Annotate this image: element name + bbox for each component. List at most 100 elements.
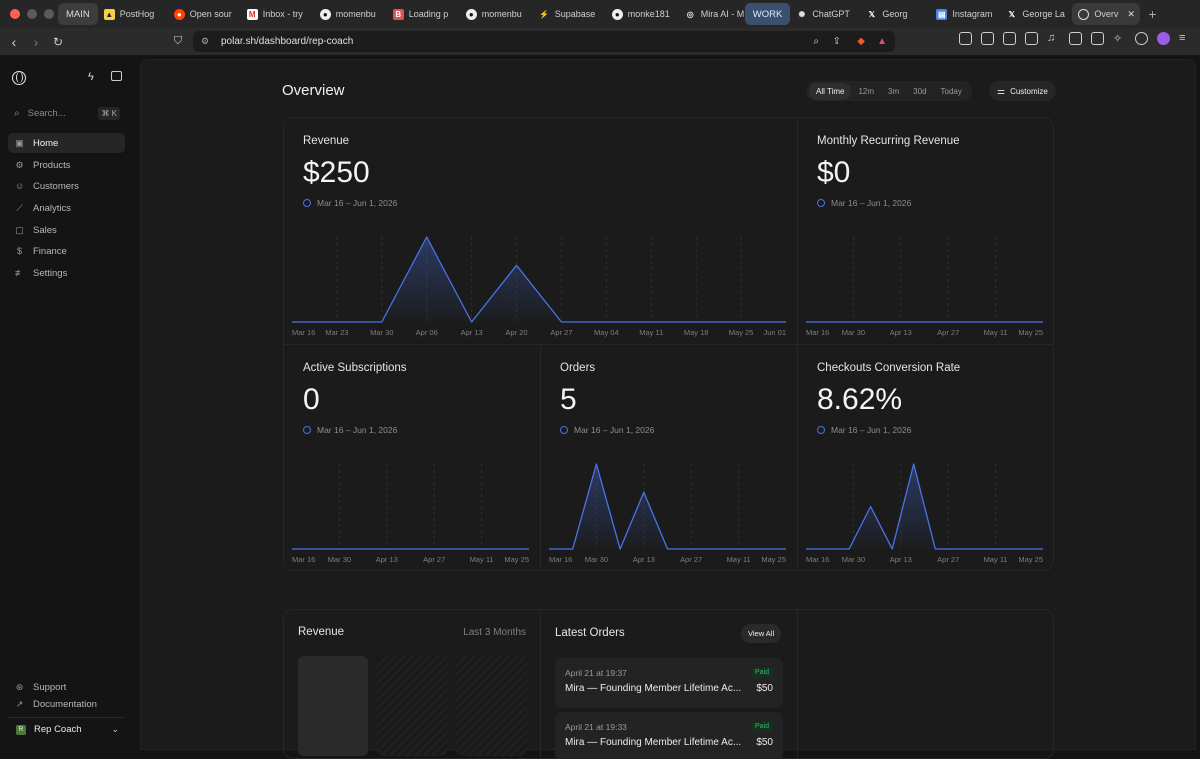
order-price: $50 (756, 737, 773, 748)
sidebar-toggle-icon[interactable] (1069, 32, 1082, 45)
card-value: 0 (303, 383, 320, 416)
org-avatar: R (16, 724, 26, 735)
org-switcher[interactable]: R Rep Coach ⌄ (8, 717, 125, 741)
chatgpt-icon: ✺ (798, 9, 806, 19)
close-tab-icon[interactable]: ✕ (1127, 8, 1135, 19)
sidebar-item-customers[interactable]: ☺ Customers (8, 176, 125, 196)
tab-label: Open sour (189, 9, 232, 19)
wallet-icon[interactable] (1091, 32, 1104, 45)
tab-group-work[interactable]: WORK (744, 3, 791, 25)
date-range: Mar 16 – Jun 1, 2026 (560, 425, 654, 435)
tab-loading[interactable]: B Loading p (387, 3, 460, 25)
orders-card[interactable]: Orders 5 Mar 16 – Jun 1, 2026 Mar 16 Mar … (541, 345, 798, 570)
range-all-time[interactable]: All Time (809, 82, 852, 100)
documentation-link[interactable]: ↗ Documentation (8, 694, 125, 714)
sidebar-item-analytics[interactable]: ⟋ Analytics (8, 198, 125, 218)
share-icon[interactable]: ⇪ (832, 36, 841, 47)
vpn-icon[interactable] (1135, 32, 1148, 45)
range-3m[interactable]: 3m (888, 86, 900, 96)
brave-rewards-icon[interactable]: ▲ (877, 36, 887, 47)
tab-label: Loading p (408, 9, 449, 19)
tab-posthog[interactable]: ▲ PostHog (98, 3, 168, 25)
range-30d[interactable]: 30d (913, 86, 927, 96)
sidebar-item-label: Finance (33, 245, 67, 257)
series-line[interactable] (549, 463, 786, 550)
tab-mira[interactable]: ◎ Mira AI - M (679, 3, 745, 25)
collapse-sidebar-icon[interactable] (111, 71, 122, 81)
revenue-card[interactable]: Revenue $250 Mar 16 – Jun 1, 2026 Mar 16… (284, 118, 798, 345)
x-tick-label: Apr 13 (633, 555, 655, 564)
home-icon: ▣ (15, 137, 24, 148)
bolt-icon[interactable]: ϟ (88, 71, 94, 83)
search-icon: ⌕ (14, 107, 20, 119)
range-12m[interactable]: 12m (858, 86, 875, 96)
tab-label: Overv (1094, 9, 1119, 19)
extension-icon[interactable] (1025, 32, 1038, 45)
browser-toolbar: ‹ › ↻ ⛉ ⚙ polar.sh/dashboard/rep-coach ⌕… (0, 28, 1200, 55)
x-tick-label: Apr 27 (550, 328, 572, 337)
window-controls (0, 9, 58, 19)
subscriptions-card[interactable]: Active Subscriptions 0 Mar 16 – Jun 1, 2… (284, 345, 541, 570)
tab-github-2[interactable]: ● momenbu (460, 3, 533, 25)
date-range-text: Mar 16 – Jun 1, 2026 (574, 425, 655, 435)
sidebar-item-finance[interactable]: $ Finance (8, 241, 125, 261)
tab-chatgpt[interactable]: ✺ ChatGPT (790, 3, 860, 25)
conversion-card[interactable]: Checkouts Conversion Rate 8.62% Mar 16 –… (798, 345, 1053, 570)
reddit-icon: ● (173, 8, 185, 20)
tab-github-3[interactable]: ● monke181 (606, 3, 679, 25)
zoom-window-button[interactable] (44, 9, 54, 19)
back-button[interactable]: ‹ (11, 33, 17, 50)
tab-github-1[interactable]: ● momenbu (314, 3, 387, 25)
puzzle-icon[interactable] (1003, 32, 1016, 45)
close-window-button[interactable] (10, 9, 20, 19)
polar-logo[interactable] (12, 71, 26, 85)
search-input[interactable]: ⌕ Search... ⌘ K (8, 103, 124, 123)
url-text: polar.sh/dashboard/rep-coach (221, 36, 354, 47)
order-card[interactable]: April 21 at 19:37 Paid Mira — Founding M… (555, 658, 783, 708)
posthog-icon: ▲ (103, 8, 115, 20)
bookmark-icon[interactable]: ⛉ (173, 35, 183, 47)
settings-icon: ≢ (15, 267, 24, 278)
tab-reddit[interactable]: ● Open sour (168, 3, 241, 25)
ai-icon[interactable]: ✧ (1113, 33, 1123, 45)
minimize-window-button[interactable] (27, 9, 37, 19)
sidebar-item-products[interactable]: ⚙ Products (8, 155, 125, 175)
supabase-icon: ⚡ (539, 9, 550, 19)
tab-instagram[interactable]: ▤ Instagram (930, 3, 1000, 25)
site-settings-icon[interactable]: ⚙ (201, 36, 210, 46)
sidebar-item-sales[interactable]: ▢ Sales (8, 220, 125, 240)
music-icon[interactable]: ♫ (1047, 32, 1056, 44)
sidebar-item-home[interactable]: ▣ Home (8, 133, 125, 153)
tab-x-1[interactable]: 𝕏 Georg (860, 3, 930, 25)
menu-icon[interactable]: ≡ (1179, 32, 1186, 44)
support-link[interactable]: ⊛ Support (8, 677, 125, 697)
x-tick-label: Mar 16 (549, 555, 572, 564)
x-tick-label: May 04 (594, 328, 619, 337)
external-link-icon: ↗ (15, 698, 24, 709)
range-today[interactable]: Today (940, 86, 962, 96)
tab-group-main[interactable]: MAIN (58, 3, 98, 25)
sidebar-item-settings[interactable]: ≢ Settings (8, 263, 125, 283)
date-range-text: Mar 16 – Jun 1, 2026 (317, 425, 398, 435)
mrr-card[interactable]: Monthly Recurring Revenue $0 Mar 16 – Ju… (798, 118, 1053, 345)
tab-overview[interactable]: Overv ✕ (1072, 3, 1141, 25)
tab-supabase[interactable]: ⚡ Supabase (533, 3, 606, 25)
view-all-button[interactable]: View All (741, 624, 782, 643)
order-card[interactable]: April 21 at 19:33 Paid Mira — Founding M… (555, 712, 783, 758)
forward-button[interactable]: › (33, 33, 39, 50)
series-line[interactable] (292, 236, 786, 323)
series-line[interactable] (806, 463, 1043, 550)
address-bar[interactable]: ⚙ polar.sh/dashboard/rep-coach ⌕ ⇪ ◆ ▲ (193, 31, 895, 52)
profile-avatar[interactable] (1157, 32, 1170, 45)
doc-icon: ▤ (936, 8, 948, 20)
extension-icon[interactable] (981, 32, 994, 45)
tab-x-2[interactable]: 𝕏 George La (1000, 3, 1072, 25)
tab-gmail[interactable]: M Inbox - try (241, 3, 314, 25)
new-tab-button[interactable]: + (1148, 6, 1157, 22)
reload-button[interactable]: ↻ (52, 34, 64, 49)
customize-button[interactable]: ⚌ Customize (989, 81, 1056, 101)
brave-shield-icon[interactable]: ◆ (857, 36, 865, 47)
extension-icon[interactable] (959, 32, 972, 45)
zoom-icon[interactable]: ⌕ (813, 36, 819, 47)
revenue-panel-period[interactable]: Last 3 Months (463, 627, 526, 638)
